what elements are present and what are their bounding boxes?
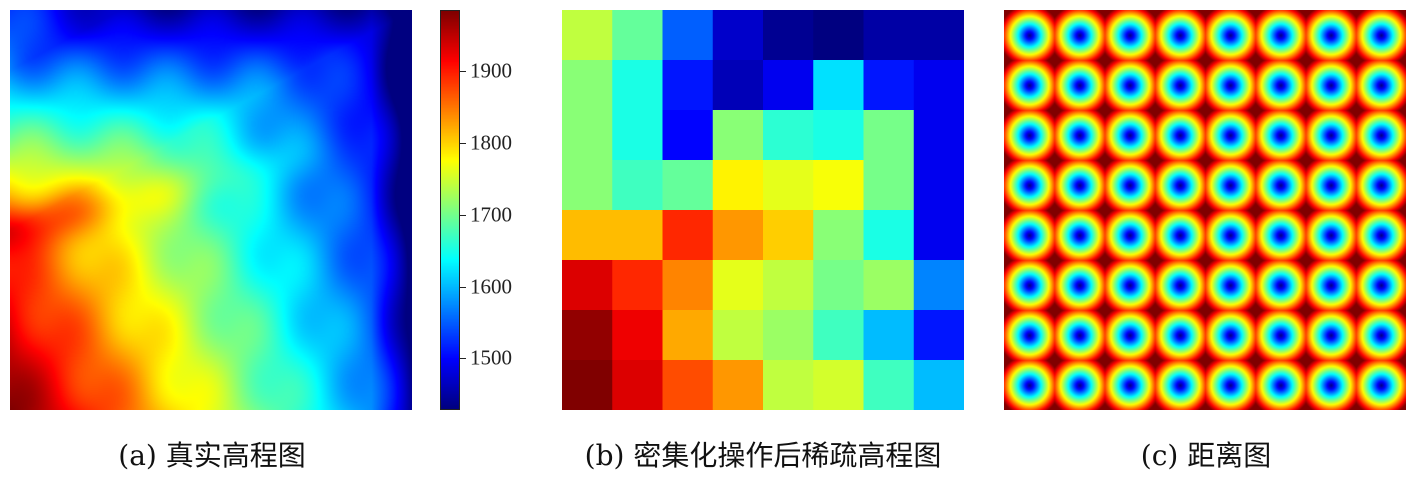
- heatmap-cell: [612, 360, 663, 410]
- heatmap-cell: [913, 110, 964, 161]
- heatmap-cell: [562, 160, 613, 211]
- heatmap-cell: [712, 60, 764, 111]
- heatmap-cell: [662, 260, 714, 311]
- heatmap-cell: [712, 10, 764, 61]
- heatmap-cell: [913, 310, 964, 361]
- heatmap-cell: [612, 10, 663, 61]
- heatmap-cell: [612, 310, 663, 361]
- heatmap-cell: [863, 60, 915, 111]
- heatmap-cell: [562, 60, 613, 111]
- heatmap-cell: [813, 160, 864, 211]
- sparse-elevation-grid: [562, 10, 964, 410]
- heatmap-cell: [863, 260, 915, 311]
- heatmap-cell: [913, 60, 964, 111]
- heatmap-cell: [863, 310, 915, 361]
- heatmap-cell: [662, 110, 714, 161]
- colorbar-tick: [460, 358, 466, 359]
- heatmap-cell: [813, 310, 864, 361]
- heatmap-cell: [763, 110, 814, 161]
- heatmap-cell: [712, 310, 764, 361]
- heatmap-cell: [612, 60, 663, 111]
- heatmap-cell: [662, 160, 714, 211]
- distance-map: [1004, 10, 1406, 410]
- heatmap-cell: [712, 360, 764, 410]
- heatmap-cell: [913, 210, 964, 261]
- colorbar-tick: [460, 71, 466, 72]
- heatmap-cell: [863, 210, 915, 261]
- heatmap-cell: [562, 310, 613, 361]
- heatmap-cell: [763, 360, 814, 410]
- heatmap-cell: [612, 160, 663, 211]
- heatmap-cell: [863, 10, 915, 61]
- heatmap-cell: [612, 260, 663, 311]
- heatmap-cell: [612, 210, 663, 261]
- heatmap-cell: [662, 210, 714, 261]
- heatmap-cell: [913, 160, 964, 211]
- heatmap-cell: [763, 310, 814, 361]
- heatmap-cell: [562, 260, 613, 311]
- heatmap-cell: [712, 260, 764, 311]
- heatmap-cell: [813, 260, 864, 311]
- heatmap-cell: [863, 160, 915, 211]
- heatmap-cell: [562, 360, 613, 410]
- real-elevation-canvas: [10, 10, 412, 410]
- caption-b: (b) 密集化操作后稀疏高程图: [584, 439, 942, 472]
- caption-c: (c) 距离图: [1140, 439, 1272, 472]
- heatmap-cell: [763, 10, 814, 61]
- heatmap-cell: [712, 210, 764, 261]
- heatmap-cell: [863, 360, 915, 410]
- heatmap-cell: [712, 110, 764, 161]
- heatmap-cell: [913, 260, 964, 311]
- heatmap-cell: [763, 60, 814, 111]
- sparse-elevation-heatmap: [562, 10, 964, 410]
- heatmap-cell: [863, 110, 915, 161]
- colorbar-tick-label: 1500: [470, 345, 512, 370]
- heatmap-cell: [562, 110, 613, 161]
- colorbar-tick-label: 1900: [470, 58, 512, 83]
- colorbar-tick-label: 1600: [470, 274, 512, 299]
- caption-a: (a) 真实高程图: [118, 439, 306, 472]
- heatmap-cell: [662, 360, 714, 410]
- heatmap-cell: [763, 160, 814, 211]
- real-elevation-heatmap: [10, 10, 412, 410]
- heatmap-cell: [913, 360, 964, 410]
- heatmap-cell: [813, 360, 864, 410]
- heatmap-cell: [562, 210, 613, 261]
- distance-map-canvas: [1004, 10, 1406, 410]
- colorbar-tick: [460, 143, 466, 144]
- heatmap-cell: [813, 210, 864, 261]
- heatmap-cell: [662, 310, 714, 361]
- heatmap-cell: [562, 10, 613, 61]
- colorbar-tick-label: 1700: [470, 202, 512, 227]
- colorbar-tick-label: 1800: [470, 130, 512, 155]
- heatmap-cell: [763, 210, 814, 261]
- heatmap-cell: [913, 10, 964, 61]
- heatmap-cell: [712, 160, 764, 211]
- heatmap-cell: [662, 10, 714, 61]
- heatmap-cell: [612, 110, 663, 161]
- heatmap-cell: [813, 60, 864, 111]
- colorbar-tick: [460, 287, 466, 288]
- colorbar: [440, 10, 460, 410]
- heatmap-cell: [662, 60, 714, 111]
- colorbar-ticks: 1900 1800 1700 1600 1500: [460, 10, 540, 410]
- heatmap-cell: [763, 260, 814, 311]
- colorbar-gradient: [441, 11, 459, 409]
- colorbar-tick: [460, 215, 466, 216]
- heatmap-cell: [813, 110, 864, 161]
- heatmap-cell: [813, 10, 864, 61]
